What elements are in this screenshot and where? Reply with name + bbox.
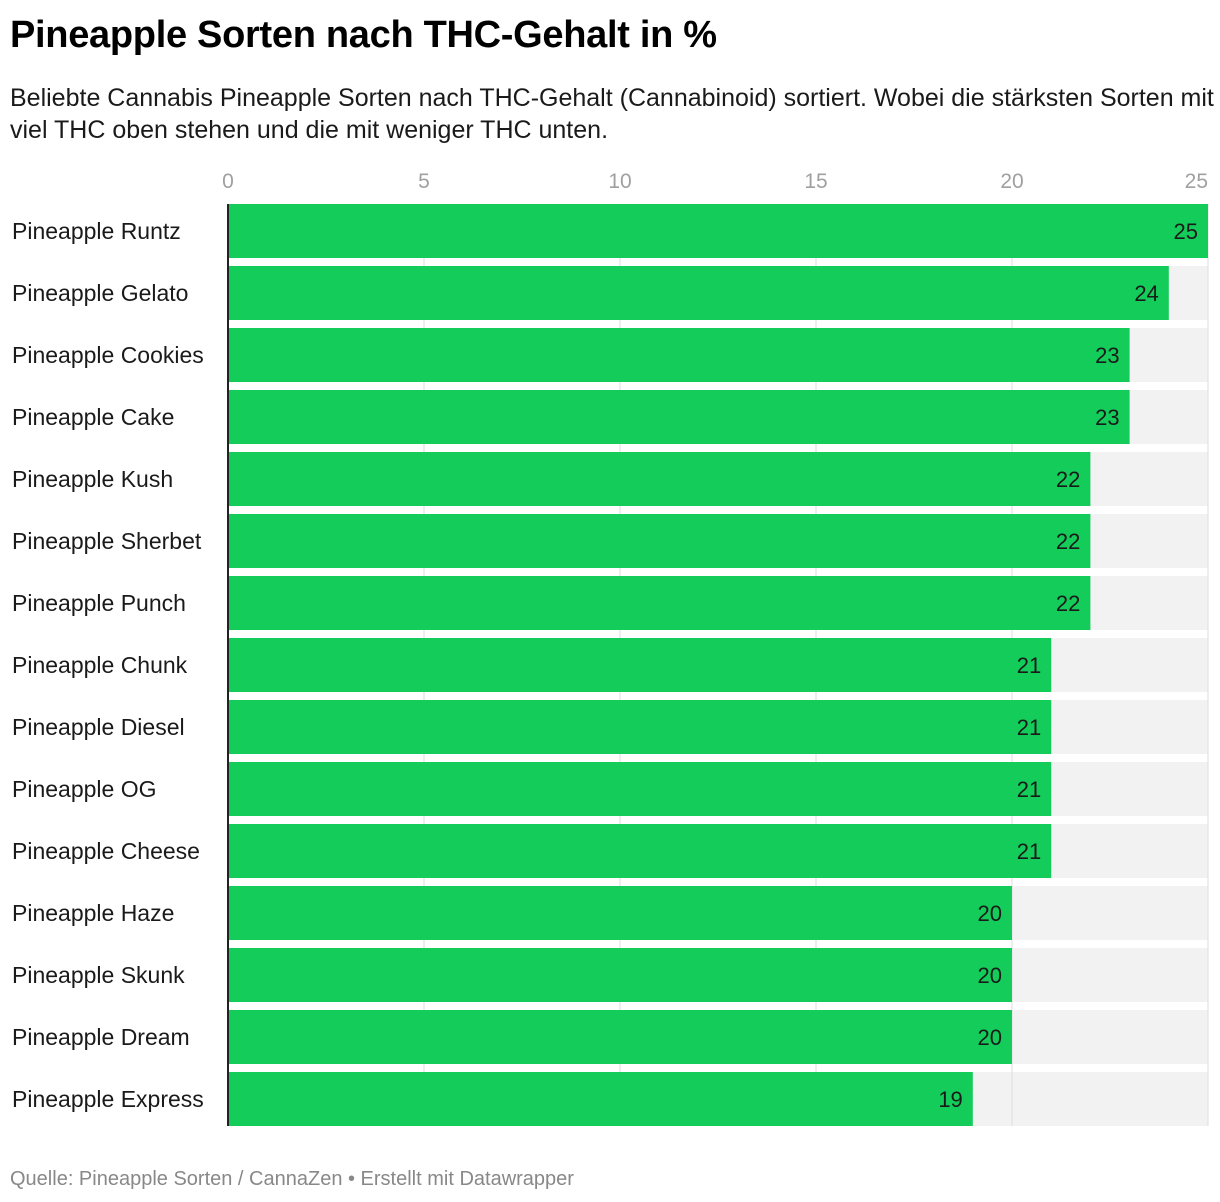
x-tick-label: 5 xyxy=(418,170,430,193)
value-label: 25 xyxy=(1174,219,1198,244)
value-label: 20 xyxy=(978,963,1002,988)
x-tick-label: 25 xyxy=(1185,170,1208,193)
bar xyxy=(228,638,1052,692)
bars xyxy=(228,204,1208,1126)
value-label: 21 xyxy=(1017,715,1041,740)
value-label: 19 xyxy=(938,1087,962,1112)
category-label: Pineapple Gelato xyxy=(12,280,188,306)
bar xyxy=(228,1010,1012,1064)
value-label: 24 xyxy=(1134,281,1158,306)
bar xyxy=(228,824,1052,878)
chart-title: Pineapple Sorten nach THC-Gehalt in % xyxy=(10,14,717,56)
value-label: 21 xyxy=(1017,839,1041,864)
category-label: Pineapple Haze xyxy=(12,900,174,926)
bar xyxy=(228,204,1208,258)
bar xyxy=(228,328,1130,382)
category-label: Pineapple Skunk xyxy=(12,962,185,988)
category-label: Pineapple Cookies xyxy=(12,342,204,368)
x-tick-label: 20 xyxy=(1000,170,1023,193)
x-axis-ticks: 0 5 10 15 20 25 xyxy=(222,170,1208,193)
value-label: 20 xyxy=(978,901,1002,926)
value-label: 22 xyxy=(1056,467,1080,492)
source-footer: Quelle: Pineapple Sorten / CannaZen • Er… xyxy=(10,1168,574,1190)
bar xyxy=(228,948,1012,1002)
category-label: Pineapple Cheese xyxy=(12,838,200,864)
value-label: 23 xyxy=(1095,343,1119,368)
x-tick-label: 0 xyxy=(222,170,234,193)
x-tick-label: 10 xyxy=(608,170,631,193)
value-label: 23 xyxy=(1095,405,1119,430)
category-label: Pineapple Express xyxy=(12,1086,204,1112)
category-label: Pineapple Runtz xyxy=(12,218,181,244)
category-label: Pineapple Sherbet xyxy=(12,528,202,554)
bar xyxy=(228,700,1052,754)
value-label: 21 xyxy=(1017,777,1041,802)
bar xyxy=(228,452,1091,506)
chart-subtitle: Beliebte Cannabis Pineapple Sorten nach … xyxy=(10,84,1214,144)
category-label: Pineapple Dream xyxy=(12,1024,190,1050)
value-label: 21 xyxy=(1017,653,1041,678)
category-label: Pineapple Kush xyxy=(12,466,173,492)
bar xyxy=(228,266,1169,320)
bar xyxy=(228,390,1130,444)
category-label: Pineapple Cake xyxy=(12,404,174,430)
bar xyxy=(228,1072,973,1126)
value-label: 20 xyxy=(978,1025,1002,1050)
bar xyxy=(228,576,1091,630)
value-label: 22 xyxy=(1056,591,1080,616)
category-label: Pineapple Chunk xyxy=(12,652,188,678)
category-label: Pineapple Punch xyxy=(12,590,186,616)
bar xyxy=(228,762,1052,816)
category-label: Pineapple OG xyxy=(12,776,156,802)
bar xyxy=(228,514,1091,568)
category-label: Pineapple Diesel xyxy=(12,714,185,740)
x-tick-label: 15 xyxy=(804,170,827,193)
bar xyxy=(228,886,1012,940)
value-label: 22 xyxy=(1056,529,1080,554)
category-labels: Pineapple Runtz Pineapple Gelato Pineapple… xyxy=(12,218,204,1112)
value-labels: 25 24 23 23 22 22 22 21 21 21 21 20 20 20 19 xyxy=(938,219,1198,1112)
